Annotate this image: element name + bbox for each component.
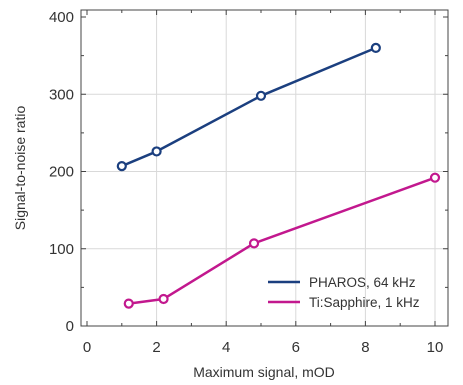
x-tick-label: 8: [361, 339, 369, 356]
data-point: [248, 238, 260, 249]
legend: PHAROS, 64 kHz Ti:Sapphire, 1 kHz: [268, 275, 420, 310]
y-tick-label: 0: [66, 318, 74, 335]
x-tick-label: 6: [292, 339, 300, 356]
x-tick-label: 4: [222, 339, 230, 356]
series-line: [128, 176, 436, 305]
data-point: [255, 90, 267, 101]
legend-item: PHAROS, 64 kHz: [268, 275, 416, 290]
data-point: [123, 298, 134, 309]
series: [116, 42, 441, 309]
y-tick-label: 300: [49, 86, 74, 103]
plot-frame: [80, 9, 449, 327]
y-axis-title: Signal-to-noise ratio: [12, 106, 28, 231]
data-point: [429, 172, 441, 183]
y-tick-label: 100: [49, 241, 74, 258]
y-tick-label: 400: [49, 9, 74, 26]
series-pharos: [116, 42, 381, 172]
legend-label: PHAROS, 64 kHz: [309, 275, 416, 290]
grid: [81, 10, 448, 326]
series-ti-sapphire: [123, 172, 441, 309]
x-tick-label: 2: [152, 339, 160, 356]
x-tick-label: 0: [83, 339, 91, 356]
legend-item: Ti:Sapphire, 1 kHz: [268, 295, 420, 310]
y-tick-label: 200: [49, 164, 74, 181]
x-axis-title: Maximum signal, mOD: [193, 364, 335, 380]
data-point: [158, 293, 169, 305]
series-line: [121, 46, 377, 168]
data-point: [116, 160, 127, 172]
x-tick-label: 10: [427, 339, 444, 356]
legend-label: Ti:Sapphire, 1 kHz: [309, 295, 420, 310]
data-point: [370, 42, 381, 54]
axis-ticks: [81, 10, 448, 327]
data-point: [151, 146, 162, 157]
